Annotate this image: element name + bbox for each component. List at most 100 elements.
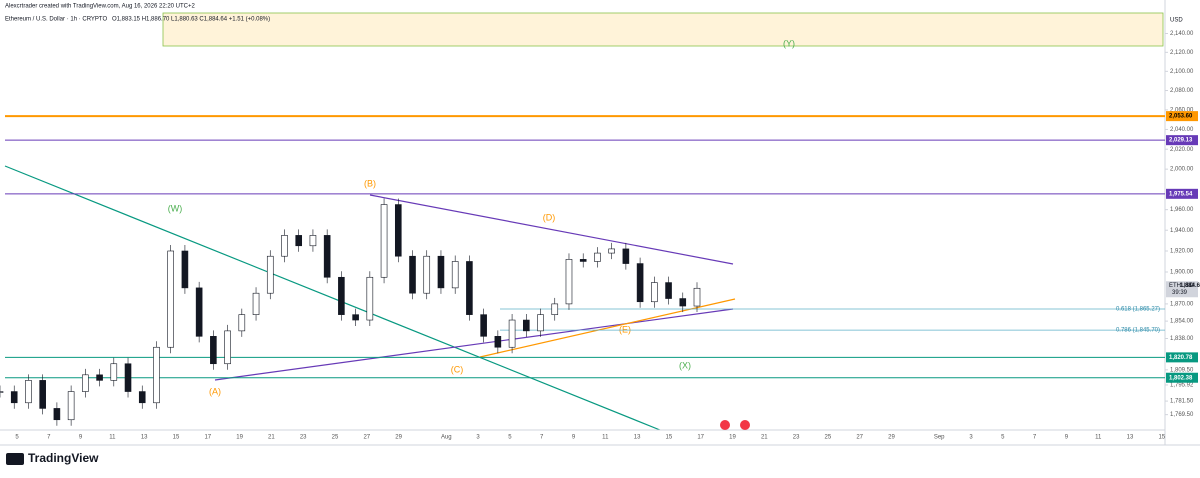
trendline (4, 165, 661, 431)
logo-text[interactable]: TradingView (28, 451, 99, 465)
candle (195, 287, 203, 337)
currency: USD (1170, 18, 1183, 24)
x-tick-label: 5 (508, 435, 512, 441)
candle (423, 255, 431, 294)
candle (266, 255, 274, 294)
x-tick-label: 7 (540, 435, 544, 441)
y-tick-label: 1,795.92 (1170, 383, 1194, 389)
symbol: Ethereum / U.S. Dollar · 1h · CRYPTO (5, 17, 107, 23)
candle (281, 235, 288, 257)
candle (96, 374, 103, 381)
candle (380, 204, 388, 278)
candle (451, 261, 459, 289)
x-tick-label: 13 (1127, 435, 1134, 441)
x-tick-label: 19 (729, 435, 736, 441)
y-tick-label: 1,838.00 (1170, 336, 1194, 342)
x-tick-label: 13 (634, 435, 641, 441)
candle (366, 276, 374, 321)
price-tag (1166, 135, 1198, 146)
candle (537, 314, 544, 332)
x-tick-label: 17 (697, 435, 704, 441)
candle (53, 408, 61, 421)
x-tick-label: 11 (109, 435, 116, 441)
x-tick-label: 25 (825, 435, 832, 441)
x-tick-label: 27 (856, 435, 863, 441)
x-tick-label: 9 (1065, 435, 1069, 441)
last-price-label: 1,884.64 (1180, 283, 1200, 289)
candle (409, 255, 416, 294)
candle (124, 363, 132, 392)
x-tick-label: 23 (793, 435, 800, 441)
candle (338, 276, 345, 315)
x-tick-label: 7 (47, 435, 51, 441)
candle (153, 346, 160, 404)
price-tag-label: 1,802.38 (1169, 375, 1193, 381)
countdown: 39:39 (1172, 290, 1188, 296)
wave-label: (Y) (783, 38, 795, 48)
candle (466, 261, 473, 315)
candle (579, 259, 587, 262)
x-tick-label: 15 (666, 435, 673, 441)
wave-label: (E) (619, 324, 631, 334)
x-tick-label: 11 (602, 435, 609, 441)
candle (25, 380, 32, 404)
candle (480, 314, 487, 337)
price-tag-label: 1,975.54 (1169, 191, 1193, 197)
x-tick-label: 17 (204, 435, 211, 441)
y-tick-label: 2,100.00 (1170, 69, 1194, 75)
x-tick-label: 9 (572, 435, 576, 441)
price-tag-label: 2,029.13 (1169, 138, 1193, 144)
candle (238, 314, 246, 332)
wave-label: (C) (451, 364, 464, 374)
wave-label: (D) (543, 212, 556, 222)
y-tick-label: 2,000.00 (1170, 167, 1194, 173)
candle (82, 374, 89, 392)
y-tick-label: 1,960.00 (1170, 207, 1194, 213)
x-tick-label: 7 (1033, 435, 1037, 441)
last-price-tag (1166, 281, 1198, 298)
event-icon[interactable] (720, 420, 730, 430)
y-tick-label: 1,920.00 (1170, 249, 1194, 255)
candle (167, 250, 174, 348)
x-tick-label: 9 (79, 435, 83, 441)
last-price-symbol: ETHUSD (1169, 283, 1194, 289)
candle (636, 263, 644, 303)
candle (181, 250, 189, 289)
candle (508, 319, 516, 348)
wave-label: (A) (209, 386, 221, 396)
candle (67, 391, 75, 421)
x-tick-label: 23 (300, 435, 307, 441)
x-tick-label: 3 (969, 435, 973, 441)
candle (394, 204, 402, 257)
price-tag-label: 1,820.78 (1169, 355, 1193, 361)
candle (551, 303, 559, 315)
candle (565, 259, 573, 305)
x-tick-label: 5 (15, 435, 19, 441)
x-tick-label: 27 (363, 435, 370, 441)
x-tick-label: 15 (1158, 435, 1165, 441)
x-tick-label: 21 (268, 435, 275, 441)
candle (309, 235, 317, 247)
wave-label: (W) (168, 203, 183, 213)
candle (679, 298, 687, 307)
candle (352, 314, 359, 321)
candle (10, 391, 18, 404)
candle (608, 248, 615, 254)
candle (138, 391, 146, 404)
candle (622, 248, 630, 264)
y-tick-label: 1,900.00 (1170, 270, 1194, 276)
fib-label: 0.618 (1,865.27) (1116, 307, 1160, 313)
candle (323, 235, 331, 278)
y-tick-label: 2,060.00 (1170, 107, 1194, 113)
candle (295, 235, 303, 247)
y-tick-label: 1,781.50 (1170, 399, 1194, 405)
x-tick-label: 21 (761, 435, 768, 441)
x-tick-label: 3 (476, 435, 480, 441)
candle (494, 336, 502, 348)
y-tick-label: 2,120.00 (1170, 50, 1194, 56)
event-icon[interactable] (740, 420, 750, 430)
price-tag (1166, 372, 1198, 383)
x-tick-label: Sep (934, 435, 945, 441)
x-tick-label: 5 (1001, 435, 1005, 441)
